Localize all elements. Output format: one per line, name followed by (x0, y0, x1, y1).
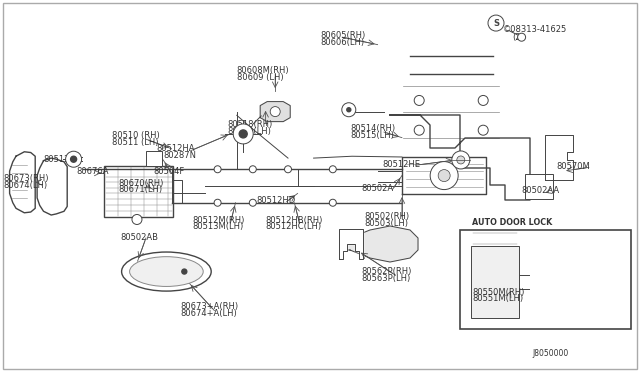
Text: 80515(LH): 80515(LH) (351, 131, 395, 140)
Text: 80605(RH): 80605(RH) (320, 31, 365, 40)
Text: 80514(RH): 80514(RH) (351, 124, 396, 133)
Text: 80512HC(LH): 80512HC(LH) (266, 222, 322, 231)
Text: 80563P(LH): 80563P(LH) (362, 274, 411, 283)
Text: 80609 (LH): 80609 (LH) (237, 73, 284, 82)
Text: 80512M(RH): 80512M(RH) (192, 216, 244, 225)
Circle shape (430, 161, 458, 190)
Circle shape (478, 96, 488, 105)
Text: 80502A: 80502A (362, 185, 394, 193)
Text: AUTO DOOR LOCK: AUTO DOOR LOCK (472, 218, 552, 227)
Polygon shape (545, 135, 573, 180)
Text: 80670(RH): 80670(RH) (118, 179, 164, 187)
Bar (471, 246, 519, 318)
Text: 80511 (LH): 80511 (LH) (112, 138, 159, 147)
Text: 80551M(LH): 80551M(LH) (472, 294, 524, 303)
Ellipse shape (129, 257, 204, 286)
Text: 80512HA: 80512HA (157, 144, 195, 153)
Circle shape (438, 170, 450, 182)
Text: 80512HB(RH): 80512HB(RH) (266, 216, 323, 225)
Circle shape (239, 130, 247, 138)
Bar (525, 174, 553, 199)
Polygon shape (260, 102, 290, 122)
Circle shape (214, 199, 221, 206)
Circle shape (182, 269, 187, 274)
Circle shape (233, 124, 253, 144)
Text: 80518(RH): 80518(RH) (227, 120, 273, 129)
Text: S: S (493, 19, 499, 28)
Circle shape (330, 166, 336, 173)
Polygon shape (342, 226, 418, 262)
Bar (460, 230, 631, 329)
Text: 80502AB: 80502AB (120, 233, 158, 242)
Circle shape (342, 103, 356, 117)
Circle shape (250, 199, 256, 206)
Polygon shape (390, 115, 530, 200)
Text: 80550M(RH): 80550M(RH) (472, 288, 525, 296)
Polygon shape (339, 228, 363, 259)
Text: 80673+A(RH): 80673+A(RH) (180, 302, 239, 311)
Text: 80287N: 80287N (163, 151, 196, 160)
Circle shape (70, 156, 77, 162)
Text: 80674+A(LH): 80674+A(LH) (180, 309, 237, 318)
Text: 80502AA: 80502AA (522, 186, 560, 195)
Text: (2): (2) (512, 33, 524, 42)
Text: 80671(LH): 80671(LH) (118, 185, 163, 194)
Text: 80570M: 80570M (557, 162, 591, 171)
Text: 80673(RH): 80673(RH) (3, 174, 49, 183)
Text: 80502(RH): 80502(RH) (365, 212, 410, 221)
Text: 80606(LH): 80606(LH) (320, 38, 364, 47)
Text: 80510 (RH): 80510 (RH) (112, 131, 160, 140)
Polygon shape (402, 157, 486, 194)
Text: 80608M(RH): 80608M(RH) (237, 66, 289, 75)
Bar (146, 151, 162, 166)
Circle shape (414, 96, 424, 105)
Text: 80503(LH): 80503(LH) (365, 219, 409, 228)
Text: 80674(LH): 80674(LH) (3, 181, 47, 190)
Text: J8050000: J8050000 (532, 349, 569, 358)
Text: 80676A: 80676A (77, 167, 109, 176)
Text: 80519(LH): 80519(LH) (227, 127, 271, 136)
Text: 80512HD: 80512HD (256, 196, 295, 205)
Text: 80504F: 80504F (154, 167, 185, 176)
Text: 80512HE: 80512HE (383, 160, 420, 169)
Circle shape (214, 166, 221, 173)
Circle shape (488, 15, 504, 31)
Text: ©08313-41625: ©08313-41625 (502, 25, 566, 34)
Text: 80512H: 80512H (44, 155, 76, 164)
Circle shape (347, 108, 351, 112)
Text: 80513M(LH): 80513M(LH) (192, 222, 243, 231)
Ellipse shape (122, 252, 211, 291)
Polygon shape (10, 152, 35, 213)
Circle shape (414, 125, 424, 135)
Circle shape (452, 151, 470, 169)
Circle shape (478, 125, 488, 135)
Circle shape (285, 166, 291, 173)
Circle shape (457, 156, 465, 164)
Text: 80562P(RH): 80562P(RH) (362, 267, 412, 276)
Circle shape (132, 215, 142, 224)
Circle shape (518, 33, 525, 41)
Circle shape (330, 199, 336, 206)
Circle shape (270, 107, 280, 116)
Bar (104, 166, 173, 217)
Circle shape (250, 166, 256, 173)
Polygon shape (37, 158, 67, 215)
Circle shape (66, 151, 82, 167)
